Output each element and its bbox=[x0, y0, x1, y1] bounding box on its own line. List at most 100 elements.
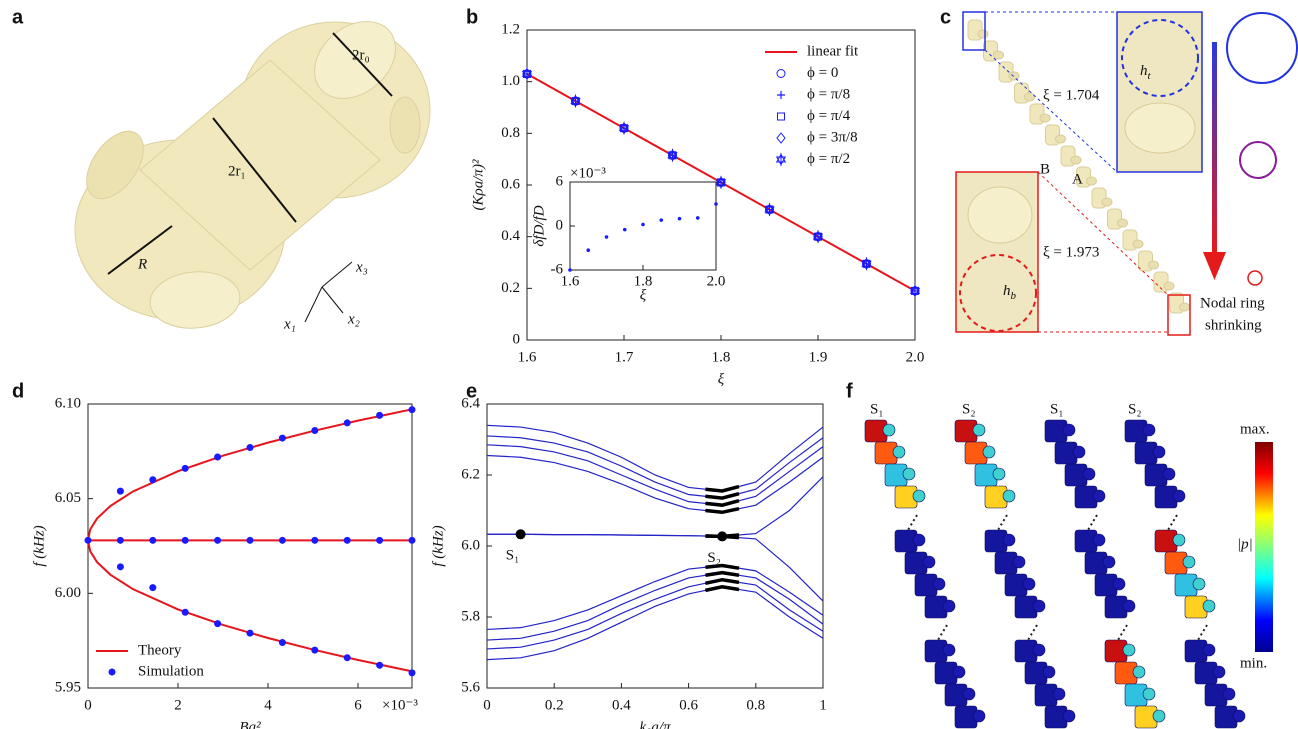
legend-swatch bbox=[776, 132, 786, 144]
field-stub bbox=[1062, 423, 1076, 437]
y-tick-label: 1.0 bbox=[501, 73, 520, 89]
data-point bbox=[214, 536, 222, 544]
y-tick-label: 6.4 bbox=[461, 395, 480, 411]
arrow bbox=[332, 32, 393, 97]
data-point bbox=[861, 256, 872, 271]
x-tick-label: 2.0 bbox=[707, 273, 726, 289]
ring bbox=[1239, 141, 1277, 179]
state-label: S₁ bbox=[1050, 401, 1064, 417]
x-tick-label: 1.6 bbox=[518, 349, 537, 365]
x-tick-label: 0 bbox=[84, 697, 92, 713]
data-point bbox=[764, 202, 775, 217]
x-tick-label: 2.0 bbox=[906, 349, 925, 365]
y-tick-label: 0 bbox=[513, 331, 521, 347]
data-point bbox=[343, 419, 351, 427]
cylinder-cap bbox=[389, 96, 421, 154]
data-point bbox=[408, 669, 416, 677]
x-axis-label: ξ bbox=[640, 287, 647, 303]
axis-triad bbox=[304, 286, 323, 323]
data-point bbox=[695, 216, 700, 220]
axis-triad bbox=[321, 261, 353, 288]
field-stub bbox=[1092, 533, 1106, 547]
chain-stub bbox=[1055, 134, 1066, 144]
highlight-segment bbox=[705, 563, 740, 570]
y-tick-label: 6.2 bbox=[461, 466, 480, 482]
field-stub bbox=[902, 467, 916, 481]
connector bbox=[1194, 624, 1208, 646]
state-point bbox=[515, 529, 526, 540]
data-point bbox=[181, 464, 189, 472]
y-tick-label: 5.95 bbox=[55, 679, 81, 695]
field-stub bbox=[1152, 709, 1166, 723]
state-label: S₁ bbox=[870, 401, 884, 417]
x-tick-label: 1.8 bbox=[634, 273, 653, 289]
legend-swatch bbox=[775, 152, 787, 167]
data-point bbox=[521, 67, 533, 81]
data-point bbox=[214, 453, 222, 461]
point-label: A bbox=[1072, 171, 1083, 187]
chain-stub bbox=[1179, 302, 1190, 312]
connector bbox=[994, 514, 1008, 536]
highlight-segment bbox=[705, 570, 740, 578]
field-stub bbox=[882, 423, 896, 437]
series-line bbox=[487, 533, 824, 602]
data-point bbox=[343, 654, 351, 662]
dimension-label: 2r₁ bbox=[228, 163, 246, 179]
x-tick-label: 0 bbox=[483, 697, 491, 713]
data-point bbox=[659, 218, 664, 222]
field-stub bbox=[1002, 533, 1016, 547]
data-point bbox=[641, 222, 645, 227]
data-point bbox=[116, 563, 124, 571]
data-point bbox=[343, 536, 351, 544]
highlight-segment bbox=[705, 484, 740, 493]
panel-label: b bbox=[466, 6, 478, 28]
ring bbox=[1226, 12, 1298, 84]
x-tick-label: 6 bbox=[354, 697, 362, 713]
data-point bbox=[116, 487, 124, 495]
data-point bbox=[408, 406, 416, 414]
chain-stub bbox=[1132, 239, 1144, 249]
colorbar bbox=[1255, 442, 1273, 652]
point-label: B bbox=[1040, 161, 1050, 177]
chain-stub bbox=[993, 50, 1004, 60]
field-stub bbox=[912, 489, 926, 503]
y-tick-label: 5.6 bbox=[461, 679, 480, 695]
chain-stub bbox=[1117, 218, 1128, 228]
x-axis-label: ξ bbox=[718, 371, 725, 387]
data-point bbox=[84, 536, 92, 544]
legend-label: ϕ = π/2 bbox=[807, 151, 850, 167]
y-tick-label: 0.2 bbox=[501, 280, 520, 296]
y-tick-label: 6.00 bbox=[55, 585, 81, 601]
y-tick-label: 6.10 bbox=[55, 395, 81, 411]
caption: shrinking bbox=[1205, 317, 1262, 333]
field-stub bbox=[982, 445, 996, 459]
panel-label: d bbox=[12, 380, 24, 402]
cylinder-cap bbox=[86, 130, 144, 200]
field-stub bbox=[1212, 665, 1226, 679]
series-line bbox=[486, 454, 824, 513]
field-stub bbox=[922, 555, 936, 569]
data-point bbox=[246, 629, 254, 637]
field-stub bbox=[1152, 445, 1166, 459]
series-line bbox=[487, 476, 824, 538]
height-base: h bbox=[1003, 283, 1011, 299]
arrow-shaft bbox=[1212, 42, 1217, 254]
connector bbox=[904, 514, 918, 536]
height-label: ht bbox=[1140, 63, 1152, 81]
chain-stub bbox=[1024, 92, 1035, 102]
data-point bbox=[149, 584, 157, 592]
data-point bbox=[408, 536, 416, 544]
legend-swatch bbox=[777, 112, 785, 121]
field-stub bbox=[1042, 665, 1056, 679]
arrow bbox=[212, 117, 297, 223]
field-stub bbox=[1122, 599, 1136, 613]
highlight-segment bbox=[705, 507, 740, 515]
state-label: S₁ bbox=[506, 548, 520, 564]
legend-label: ϕ = π/4 bbox=[807, 108, 851, 124]
data-point bbox=[622, 227, 627, 232]
state-label: S₂ bbox=[707, 550, 721, 566]
unit-cell bbox=[74, 21, 431, 329]
connector bbox=[1024, 624, 1038, 646]
data-point bbox=[376, 411, 384, 419]
height-base: h bbox=[1140, 63, 1148, 79]
